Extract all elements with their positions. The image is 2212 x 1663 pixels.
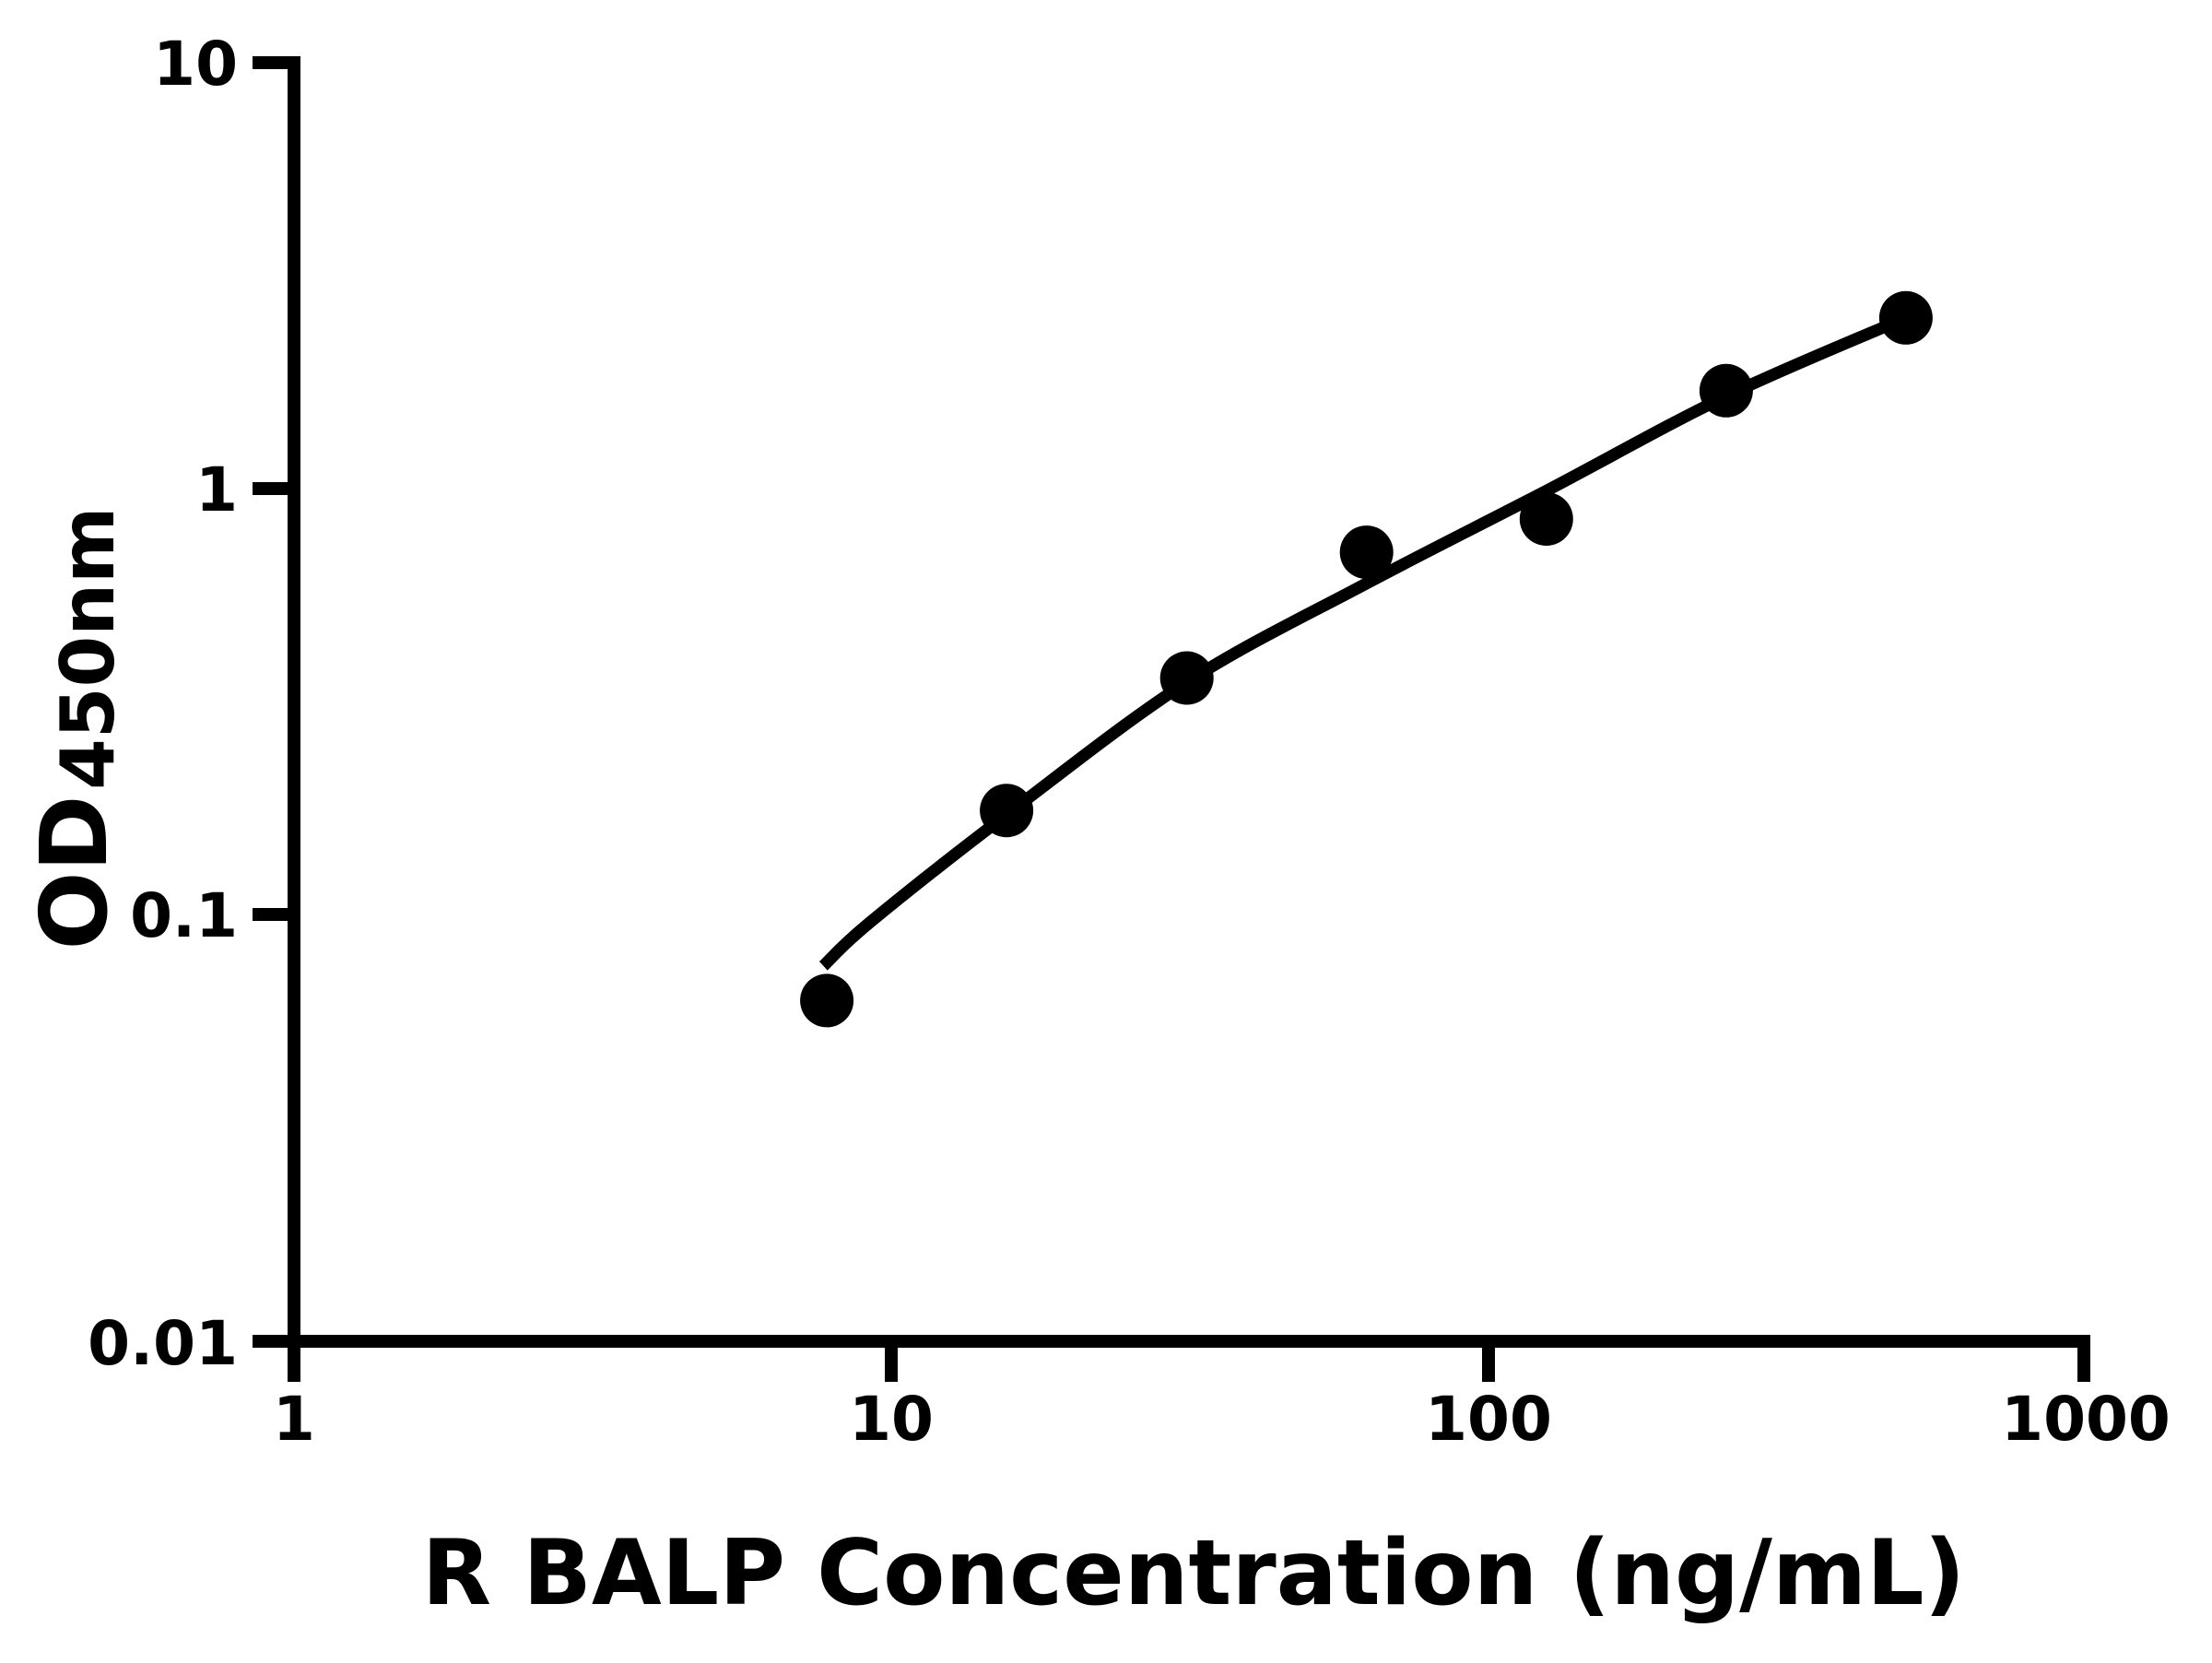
data-point <box>1699 363 1753 418</box>
fit-curve <box>818 312 1909 971</box>
y-tick-label-10: 10 <box>153 29 238 100</box>
data-point <box>800 973 854 1028</box>
x-tick-label-1000: 1000 <box>2001 1384 2171 1455</box>
data-point <box>980 784 1034 838</box>
y-axis-title-subscript: 450nm <box>45 507 131 790</box>
data-point <box>1339 525 1394 580</box>
y-tick-label-0-01: 0.01 <box>88 1308 238 1379</box>
y-tick-label-0-1: 0.1 <box>130 880 238 951</box>
x-axis-title: R BALP Concentration (ng/mL) <box>422 1521 1966 1626</box>
x-tick-label-10: 10 <box>849 1384 934 1455</box>
data-point-series <box>800 290 1933 1028</box>
y-tick-label-1: 1 <box>195 454 238 525</box>
data-point <box>1159 651 1214 705</box>
x-tick-label-100: 100 <box>1425 1384 1552 1455</box>
y-axis-title-main: OD <box>20 795 128 949</box>
x-tick-label-1: 1 <box>273 1384 315 1455</box>
data-point <box>1519 492 1573 546</box>
data-point <box>1878 290 1933 345</box>
y-axis-title: OD 450nm <box>20 507 131 950</box>
